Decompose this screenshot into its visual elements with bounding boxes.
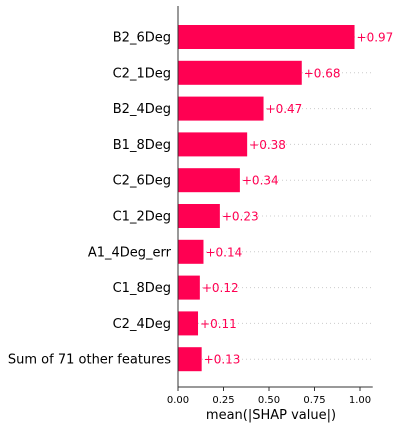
value-label: +0.23 [222,210,259,224]
category-label: C1_2Deg [113,210,171,225]
bar [178,168,240,193]
x-tick-label: 0.50 [258,395,280,406]
bar [178,96,264,121]
x-tick-label: 0.00 [167,395,189,406]
bar [178,275,200,300]
category-label: B1_8Deg [113,138,171,153]
category-label: C2_1Deg [113,66,171,81]
x-ticks: 0.00 0.25 0.50 0.75 1.00 [167,387,371,406]
category-label: B2_6Deg [113,31,171,46]
x-tick-label: 0.75 [303,395,325,406]
value-label: +0.13 [204,353,241,367]
value-label: +0.38 [249,138,286,152]
x-tick-label: 0.25 [212,395,234,406]
category-label: A1_4Deg_err [88,245,172,260]
value-labels: +0.97 +0.68 +0.47 +0.38 +0.34 +0.23 +0.14 +0.12… [200,31,393,367]
category-label: C2_6Deg [113,174,171,189]
bar [178,132,248,157]
value-label: +0.34 [242,174,279,188]
bars [178,25,355,372]
bar [178,204,220,228]
row-guides [178,36,374,360]
bar [178,25,355,49]
category-label: B2_4Deg [113,102,171,117]
category-label: Sum of 71 other features [8,353,171,368]
x-axis-label: mean(|SHAP value|) [206,408,336,423]
bar [178,347,202,372]
value-label: +0.12 [202,281,239,295]
bar [178,311,199,336]
category-label: C1_8Deg [113,281,171,296]
bar [178,60,302,85]
value-label: +0.11 [200,317,237,331]
category-label: C2_4Deg [113,317,171,332]
value-label: +0.97 [357,31,394,45]
bar [178,239,204,264]
category-labels: B2_6Deg C2_1Deg B2_4Deg B1_8Deg C2_6Deg C1_2D… [8,31,172,368]
value-label: +0.14 [205,245,242,259]
value-label: +0.47 [266,102,303,116]
x-tick-label: 1.00 [349,395,371,406]
value-label: +0.68 [304,66,341,80]
